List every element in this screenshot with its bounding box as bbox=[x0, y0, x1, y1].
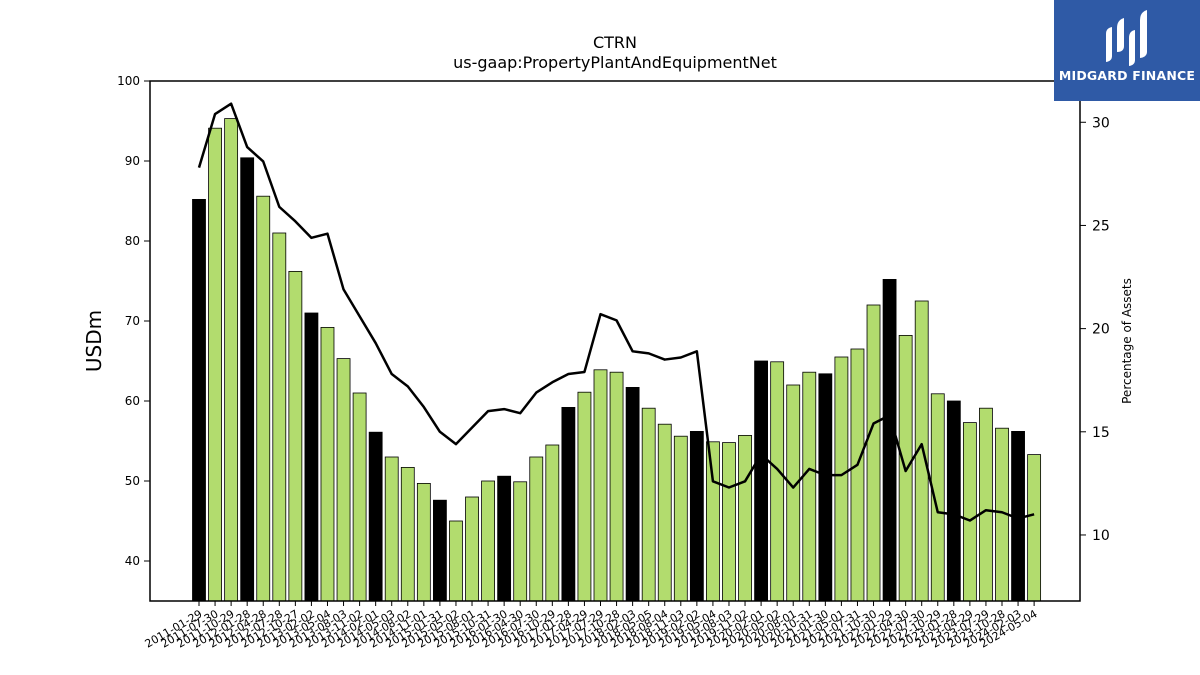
bar-2015-01-31 bbox=[432, 499, 447, 602]
axes-layer: 40506070809010010152025302011-01-292011-… bbox=[117, 74, 1110, 651]
bar-2012-04-28 bbox=[256, 195, 271, 602]
bar-2015-08-01 bbox=[465, 496, 479, 602]
bar-2012-10-27 bbox=[288, 270, 303, 602]
bar-2021-01-30 bbox=[818, 373, 833, 602]
bar-2016-10-29 bbox=[545, 444, 560, 602]
y-tick-label: 100 bbox=[117, 74, 140, 88]
line-layer bbox=[197, 102, 1035, 522]
bar-2013-11-02 bbox=[352, 392, 367, 602]
bar-2016-01-30 bbox=[497, 475, 512, 602]
bar-2011-01-29 bbox=[192, 198, 206, 602]
y-tick-label: 60 bbox=[125, 394, 140, 408]
bars-layer bbox=[192, 118, 1042, 602]
bar-2017-04-29 bbox=[577, 391, 592, 602]
bar-2014-08-02 bbox=[400, 466, 415, 602]
y2-tick-label: 20 bbox=[1092, 322, 1110, 338]
bar-2011-10-29 bbox=[224, 118, 239, 602]
bar-2017-07-29 bbox=[593, 369, 608, 602]
bar-2017-01-28 bbox=[561, 406, 576, 602]
bar-2012-07-28 bbox=[272, 232, 287, 602]
bar-2012-01-28 bbox=[240, 157, 255, 602]
plot-frame bbox=[149, 80, 1081, 602]
bar-2018-11-03 bbox=[673, 435, 688, 602]
midgard-logo-icon bbox=[1106, 10, 1147, 66]
bar-2014-11-01 bbox=[416, 482, 431, 602]
bar-2017-10-28 bbox=[609, 371, 624, 602]
bar-2013-08-03 bbox=[336, 358, 351, 602]
bar-2018-02-03 bbox=[625, 386, 640, 602]
bar-2021-10-30 bbox=[866, 304, 881, 602]
y-tick-label: 40 bbox=[125, 554, 140, 568]
y-axis-label: USDm bbox=[82, 310, 106, 372]
bar-2019-08-03 bbox=[722, 442, 736, 602]
y2-tick-label: 15 bbox=[1092, 425, 1110, 441]
bar-2013-02-02 bbox=[304, 312, 319, 602]
bar-2018-05-05 bbox=[641, 407, 656, 602]
bar-2020-10-31 bbox=[802, 371, 817, 602]
bar-2011-07-30 bbox=[208, 127, 222, 602]
y2-tick-label: 30 bbox=[1092, 115, 1110, 131]
midgard-finance-logo: MIDGARD FINANCE bbox=[1054, 0, 1200, 101]
y2-axis-label: Percentage of Assets bbox=[1120, 278, 1134, 404]
bar-2015-05-02 bbox=[449, 520, 463, 602]
bar-2019-02-02 bbox=[689, 430, 704, 602]
y-tick-label: 90 bbox=[125, 154, 140, 168]
bar-2020-05-02 bbox=[770, 361, 785, 602]
bar-2020-02-01 bbox=[754, 360, 768, 602]
bar-2016-04-30 bbox=[513, 481, 528, 602]
chart-title: CTRN bbox=[593, 33, 637, 52]
bar-2016-07-30 bbox=[529, 456, 544, 602]
bar-2019-05-04 bbox=[706, 441, 720, 602]
y-tick-label: 80 bbox=[125, 234, 140, 248]
bar-2021-07-31 bbox=[850, 348, 865, 602]
bar-2024-05-04 bbox=[1027, 454, 1042, 602]
bar-2023-04-29 bbox=[962, 422, 977, 602]
bar-2019-11-02 bbox=[738, 434, 752, 602]
y-tick-label: 50 bbox=[125, 474, 140, 488]
bar-2015-10-31 bbox=[481, 480, 495, 602]
bar-2018-08-04 bbox=[657, 423, 672, 602]
bar-2014-02-01 bbox=[368, 431, 383, 602]
bar-2023-01-28 bbox=[946, 400, 961, 602]
y2-tick-label: 10 bbox=[1092, 528, 1110, 544]
bar-2021-05-01 bbox=[834, 356, 849, 602]
y-tick-label: 70 bbox=[125, 314, 140, 328]
bar-2023-07-29 bbox=[979, 407, 993, 602]
logo-text: MIDGARD FINANCE bbox=[1058, 68, 1196, 83]
bar-2013-05-04 bbox=[320, 326, 335, 602]
chart-subtitle: us-gaap:PropertyPlantAndEquipmentNet bbox=[453, 53, 777, 72]
bar-2020-08-01 bbox=[786, 384, 801, 602]
y2-tick-label: 25 bbox=[1092, 218, 1110, 234]
bar-2014-05-03 bbox=[384, 456, 399, 602]
bar-2022-01-29 bbox=[882, 278, 897, 602]
